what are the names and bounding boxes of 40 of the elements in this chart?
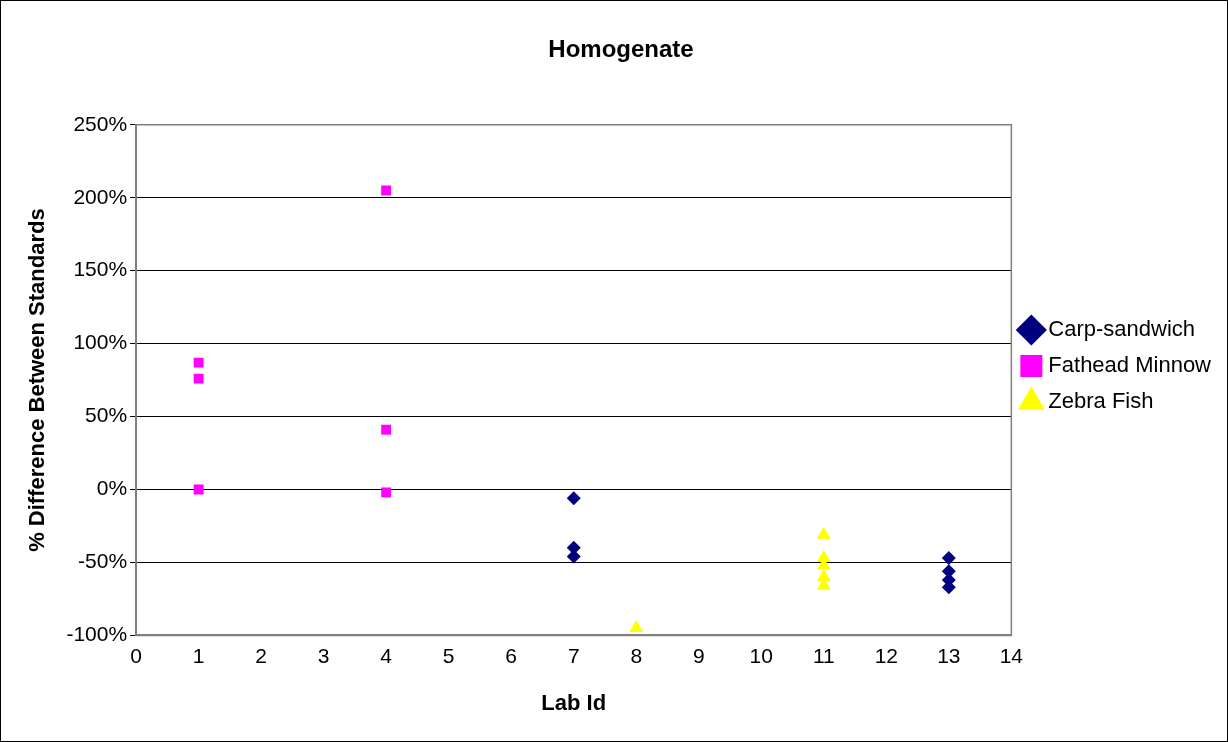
legend-label: Zebra Fish [1048, 388, 1154, 414]
x-tick-label: 11 [812, 643, 835, 667]
x-tick-label: 14 [999, 643, 1024, 667]
point [381, 424, 392, 435]
point [381, 185, 392, 196]
x-tick-label: 5 [442, 643, 455, 667]
point [381, 487, 392, 498]
x-tick-label: 4 [380, 643, 393, 667]
point [941, 551, 956, 566]
point [193, 484, 204, 495]
y-tick-label: 250% [73, 111, 128, 135]
x-tick-label: 9 [692, 643, 705, 667]
y-axis-title: % Difference Between Standards [24, 208, 50, 552]
point [566, 491, 581, 506]
y-tick-label: -100% [66, 622, 128, 646]
x-axis-title: Lab Id [541, 689, 607, 715]
x-tick-label: 3 [317, 643, 330, 667]
x-tick-label: 10 [749, 643, 773, 667]
x-tick-label: 2 [255, 643, 267, 667]
y-tick-label: 50% [85, 403, 128, 427]
point [193, 357, 204, 368]
x-tick-label: 7 [567, 643, 580, 667]
point [629, 620, 644, 633]
y-tick-label: 150% [73, 257, 128, 281]
legend-label: Fathead Minnow [1048, 352, 1212, 378]
x-tick-label: 8 [630, 643, 643, 667]
x-tick-label: 0 [130, 643, 142, 667]
y-tick-label: -50% [78, 549, 128, 573]
y-tick-label: 100% [73, 330, 128, 354]
legend-label: Carp-sandwich [1048, 316, 1196, 342]
point [816, 569, 831, 582]
x-tick-label: 12 [874, 643, 898, 667]
x-tick-label: 13 [937, 643, 961, 667]
x-tick-label: 6 [505, 643, 518, 667]
y-tick-label: 0% [96, 476, 128, 500]
point [816, 526, 831, 539]
point [193, 373, 204, 384]
x-tick-label: 1 [192, 643, 205, 667]
chart-title: Homogenate [548, 35, 694, 63]
y-tick-label: 200% [73, 184, 128, 208]
